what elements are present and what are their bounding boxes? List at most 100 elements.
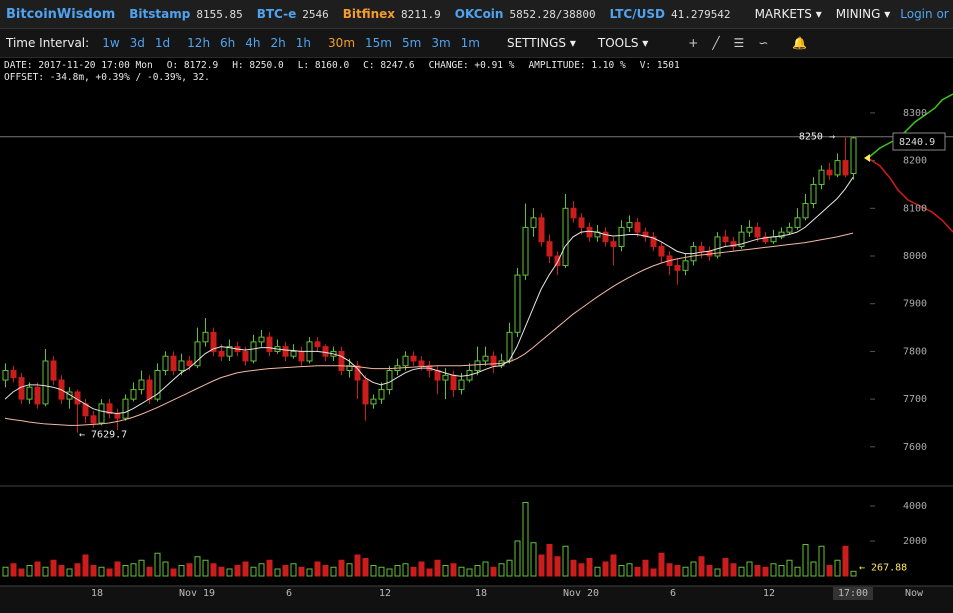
volume-bar [690,561,697,577]
candle-body [818,169,825,185]
volume-bar [298,566,305,577]
login-link[interactable]: Login or [900,7,949,21]
market-price: 2546 [302,8,329,21]
candle-body [450,374,457,391]
candle-body [282,346,289,357]
candle-body [474,360,481,372]
volume-bar [274,568,281,577]
interval-button[interactable]: 2h [270,36,286,50]
tool-icons[interactable]: +╱☰∽ [688,36,783,50]
menu[interactable]: MINING ▾ [835,7,891,21]
volume-bar [482,561,489,577]
volume-bar [370,564,377,577]
candle-body [50,360,57,381]
candle-body [810,183,817,205]
candle-body [138,379,145,391]
volume-bar [474,564,481,577]
candle-body [746,226,753,233]
candle-body [674,265,681,271]
interval-button[interactable]: 1h [295,36,312,50]
volume-bar [842,545,849,577]
interval-button[interactable]: 30m [328,36,356,50]
market-name[interactable]: Bitfinex [342,7,396,21]
candle-body [586,226,593,238]
volume-bar [850,570,857,577]
candle-body [418,360,425,367]
candle-body [162,355,169,372]
volume-bar [650,568,657,577]
volume-bar [90,564,97,577]
menu[interactable]: MARKETS ▾ [754,7,822,21]
volume-bar [50,559,57,577]
market-name[interactable]: BTC-e [256,7,297,21]
candle-body [482,355,489,362]
volume-bar [266,559,273,577]
market-name[interactable]: Bitstamp [129,7,191,21]
candle-body [66,391,73,400]
info-item: DATE: 2017-11-20 17:00 Mon [4,60,153,71]
interval-button[interactable]: 1w [102,36,120,50]
toolbar-menu[interactable]: TOOLS ▾ [597,36,649,50]
candle-body [642,231,649,238]
interval-button[interactable]: 1m [460,36,480,50]
interval-button[interactable]: 3d [129,36,145,50]
candle-body [802,203,809,219]
candle-body [298,350,305,362]
market-price: 5852.28/38800 [509,8,596,21]
volume-bar [594,566,601,577]
candle-body [154,370,161,400]
interval-button[interactable]: 1d [154,36,171,50]
x-tick-label: 18 [475,588,487,599]
volume-bar [2,566,9,577]
volume-bar [354,554,361,577]
volume-bar [674,564,681,577]
y-tick-label: 7800 [903,346,927,357]
candle-body [634,222,641,233]
candle-body [770,236,777,243]
market-price: 8211.9 [401,8,441,21]
interval-button[interactable]: 3m [431,36,451,50]
volume-bar [794,566,801,577]
candle-body [338,350,345,372]
volume-bar [618,564,625,577]
toolbar-menu[interactable]: SETTINGS ▾ [506,36,576,50]
candle-body [370,398,377,405]
volume-bar [74,563,81,577]
interval-button[interactable]: 15m [365,36,392,50]
volume-bar [506,559,513,577]
volume-bar [138,559,145,577]
candle-body [130,389,137,400]
volume-bar [634,566,641,577]
interval-button[interactable]: 4h [245,36,261,50]
y-tick-label: 2000 [903,536,927,547]
candle-body [226,346,233,357]
high-annotation: 8250 → [799,132,835,143]
volume-bar [202,559,209,577]
candle-body [346,365,353,372]
candle-body [730,241,737,247]
info-item: CHANGE: +0.91 % [428,60,515,71]
volume-bar [578,563,585,577]
volume-bar [338,559,345,577]
interval-button[interactable]: 6h [220,36,236,50]
y-tick-label: 7600 [903,442,927,453]
volume-bar [234,564,241,577]
volume-bar [658,552,665,577]
info-item: O: 8172.9 [166,60,219,71]
x-tick-label: 12 [763,588,775,599]
low-annotation: ← 7629.7 [79,430,127,441]
candle-body [850,137,857,175]
x-tick-label: 12 [379,588,391,599]
candle-body [2,370,9,381]
volume-bar [554,556,561,577]
interval-button[interactable]: 12h [187,36,211,50]
alert-icon[interactable]: 🔔 [792,36,808,50]
site-title[interactable]: BitcoinWisdom [6,7,116,22]
interval-button[interactable]: 5m [401,36,422,50]
market-name[interactable]: LTC/USD [609,7,665,21]
x-tick-label: Nov 20 [563,588,599,599]
volume-bar [18,568,25,577]
market-name[interactable]: OKCoin [454,7,504,21]
volume-bar [706,564,713,577]
